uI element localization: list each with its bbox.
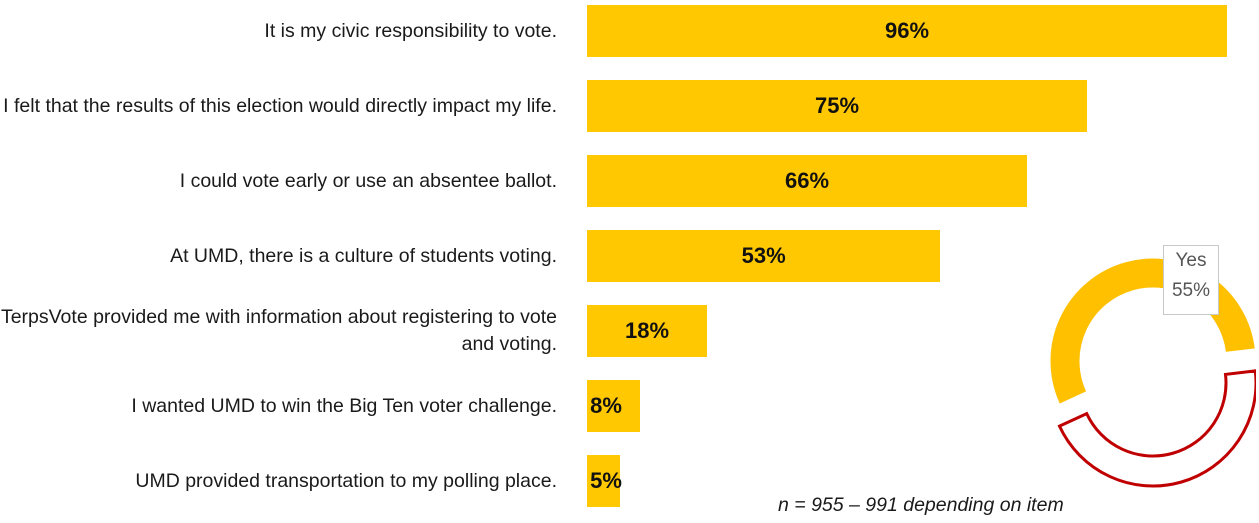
category-label: I could vote early or use an absentee ba… — [179, 169, 557, 192]
bar — [587, 230, 941, 282]
bar — [587, 5, 1227, 57]
category-label: I felt that the results of this election… — [3, 94, 557, 117]
bar-value-label: 18% — [624, 318, 670, 343]
bar-value-label: 8% — [590, 393, 622, 418]
donut-callout: Yes 55% — [1163, 245, 1219, 315]
bar-value-label: 5% — [590, 468, 622, 493]
category-label: I wanted UMD to win the Big Ten voter ch… — [131, 394, 557, 417]
bar — [587, 155, 1027, 207]
category-label: At UMD, there is a culture of students v… — [170, 244, 557, 267]
donut-chart — [1050, 258, 1256, 488]
category-label: UMD provided transportation to my pollin… — [135, 469, 557, 492]
bar-value-label: 66% — [784, 168, 830, 193]
bar — [587, 305, 707, 357]
bar-value-label: 53% — [741, 243, 786, 268]
bar — [587, 455, 621, 507]
donut-callout-value: 55% — [1171, 280, 1211, 301]
sample-size-note: n = 955 – 991 depending on item — [778, 494, 1064, 516]
category-label: TerpsVote provided me with information a… — [0, 306, 557, 355]
bar-value-label: 96% — [884, 18, 930, 43]
donut-slice-other — [1057, 369, 1256, 488]
donut-slice-yes — [1050, 258, 1256, 405]
donut-callout-label: Yes — [1175, 250, 1207, 271]
bar — [587, 80, 1087, 132]
category-label: It is my civic responsibility to vote. — [264, 19, 557, 42]
bar-value-label: 75% — [814, 93, 860, 118]
bar — [587, 380, 641, 432]
